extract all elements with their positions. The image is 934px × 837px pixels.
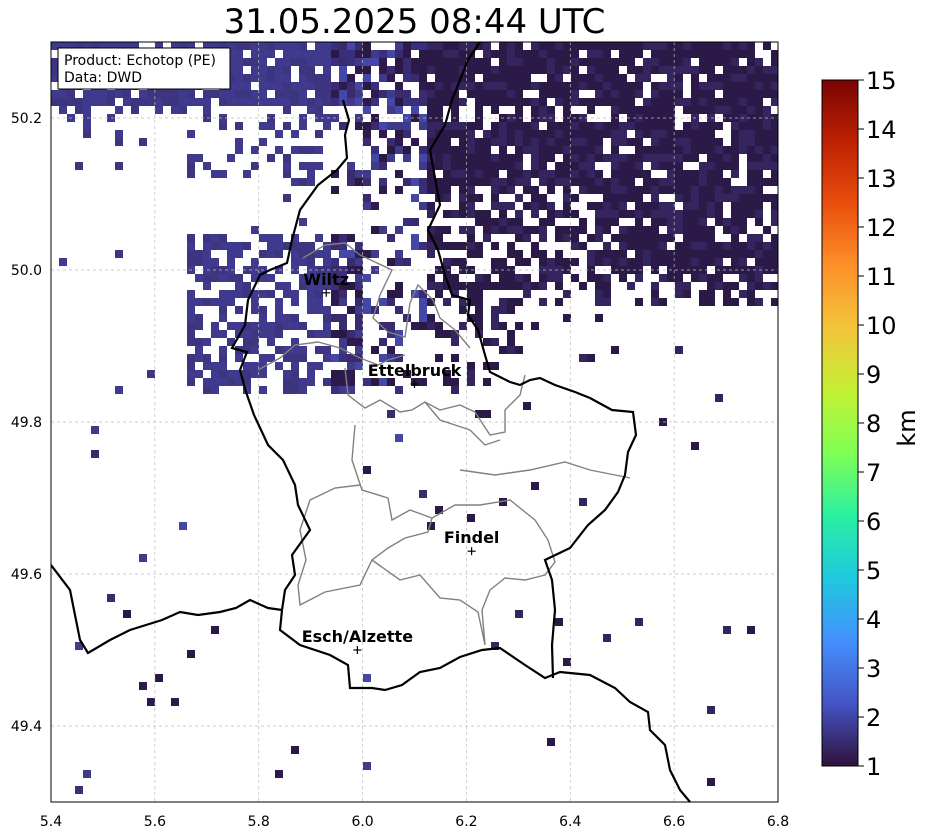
colorbar-tick-label: 14 — [866, 116, 897, 144]
colorbar-label: km — [893, 409, 921, 446]
x-tick-label: 5.8 — [248, 814, 270, 830]
colorbar-tick-label: 1 — [866, 753, 881, 781]
x-tick-label: 5.6 — [144, 814, 166, 830]
source-label: Data: DWD — [64, 70, 142, 86]
y-tick-label: 49.6 — [11, 567, 42, 583]
colorbar-tick-label: 12 — [866, 214, 897, 242]
country-border — [51, 42, 691, 802]
city-label: Wiltz — [303, 270, 349, 289]
colorbar-tick-label: 8 — [866, 410, 881, 438]
axis-ticks: 5.4 5.6 5.8 6.0 6.2 6.4 6.6 6.8 50.2 50.0 49.8 49.6… — [11, 111, 789, 830]
x-tick-label: 5.4 — [40, 814, 62, 830]
gridlines — [51, 42, 778, 802]
x-tick-label: 6.4 — [559, 814, 581, 830]
colorbar-tick-label: 5 — [866, 557, 881, 585]
x-tick-label: 6.0 — [351, 814, 373, 830]
colorbar-tick-label: 2 — [866, 704, 881, 732]
colorbar-gradient — [821, 79, 859, 767]
city-label: Esch/Alzette — [302, 627, 414, 646]
city-markers: Wiltz Ettelbruck Findel Esch/Alzette — [302, 270, 500, 654]
city-marker: Wiltz — [303, 270, 349, 297]
map-title: 31.05.2025 08:44 UTC — [223, 2, 606, 42]
y-tick-label: 50.2 — [11, 111, 42, 127]
city-marker: Esch/Alzette — [302, 627, 414, 654]
colorbar-tick-label: 15 — [866, 67, 897, 95]
city-label: Ettelbruck — [368, 361, 462, 380]
product-label: Product: Echotop (PE) — [64, 53, 216, 69]
map-frame — [50, 41, 779, 803]
colorbar-tick-label: 4 — [866, 606, 881, 634]
city-label: Findel — [444, 528, 500, 547]
colorbar-tick-label: 11 — [866, 263, 897, 291]
city-marker: Ettelbruck — [368, 361, 462, 388]
colorbar-tick-label: 3 — [866, 655, 881, 683]
city-marker: Findel — [444, 528, 500, 556]
y-tick-label: 50.0 — [11, 263, 42, 279]
colorbar-tick-label: 7 — [866, 459, 881, 487]
colorbar-tick-label: 9 — [866, 361, 881, 389]
y-tick-label: 49.4 — [11, 719, 42, 735]
colorbar-tick-label: 13 — [866, 165, 897, 193]
district-borders — [257, 242, 631, 646]
x-tick-label: 6.6 — [663, 814, 685, 830]
colorbar-tick-label: 6 — [866, 508, 881, 536]
colorbar-tick-label: 10 — [866, 312, 897, 340]
info-box: Product: Echotop (PE) Data: DWD — [57, 47, 231, 90]
x-tick-label: 6.2 — [455, 814, 477, 830]
x-tick-label: 6.8 — [767, 814, 789, 830]
y-tick-label: 49.8 — [11, 415, 42, 431]
